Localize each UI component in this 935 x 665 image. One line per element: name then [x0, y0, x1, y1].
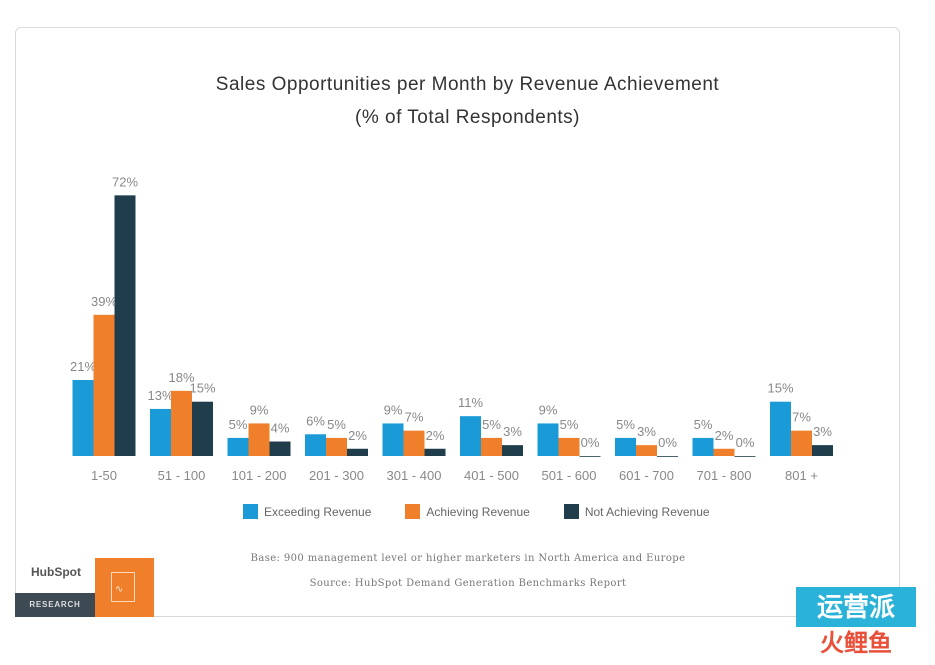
bar-achieving-revenue-401-500 [481, 437, 502, 456]
research-badge: RESEARCH [15, 593, 95, 617]
bar-achieving-revenue-601-700 [636, 445, 657, 456]
data-label-not-achieving-revenue-701-800: 0% [736, 435, 755, 450]
chart-title: Sales Opportunities per Month by Revenue… [215, 74, 720, 95]
data-label-exceeding-revenue-701-800: 5% [694, 417, 713, 432]
x-tick-label-601-700: 601 - 700 [619, 468, 674, 483]
bar-not-achieving-revenue-201-300 [347, 448, 368, 456]
chart-subtitle: (% of Total Respondents) [355, 107, 580, 128]
data-label-exceeding-revenue-801: 15% [767, 381, 793, 396]
bar-exceeding-revenue-501-600 [537, 423, 559, 456]
data-label-achieving-revenue-801: 7% [792, 410, 811, 425]
bar-not-achieving-revenue-301-400 [424, 448, 446, 456]
data-label-achieving-revenue-601-700: 3% [637, 424, 656, 439]
bar-achieving-revenue-51-100 [171, 390, 192, 456]
data-label-exceeding-revenue-201-300: 6% [306, 413, 325, 428]
data-label-achieving-revenue-501-600: 5% [560, 417, 579, 432]
legend-swatch-exceeding [243, 504, 258, 519]
bar-achieving-revenue-501-600 [558, 437, 580, 456]
data-label-achieving-revenue-101-200: 9% [250, 402, 269, 417]
data-label-exceeding-revenue-401-500: 11% [458, 395, 483, 410]
bar-not-achieving-revenue-701-800 [734, 456, 756, 457]
wave-icon: ∿ [115, 584, 124, 595]
bar-achieving-revenue-201-300 [326, 437, 347, 456]
bar-exceeding-revenue-601-700 [615, 437, 636, 456]
hubspot-logo: HubSpot [31, 565, 81, 579]
legend-label-exceeding: Exceeding Revenue [264, 504, 372, 519]
data-label-not-achieving-revenue-301-400: 2% [426, 428, 445, 443]
bar-not-achieving-revenue-601-700 [657, 456, 678, 457]
data-label-exceeding-revenue-51-100: 13% [147, 388, 173, 403]
legend-item-achieving: Achieving Revenue [405, 504, 530, 519]
legend-swatch-achieving [405, 504, 421, 519]
data-label-not-achieving-revenue-101-200: 4% [271, 421, 290, 436]
x-tick-label-701-800: 701 - 800 [697, 468, 752, 483]
data-label-not-achieving-revenue-801: 3% [813, 424, 832, 439]
x-tick-label-501-600: 501 - 600 [542, 468, 597, 483]
x-tick-label-301-400: 301 - 400 [387, 468, 442, 483]
data-label-not-achieving-revenue-601-700: 0% [658, 435, 677, 450]
chart-legend: Exceeding Revenue Achieving Revenue Not … [243, 504, 744, 519]
data-label-exceeding-revenue-601-700: 5% [616, 417, 635, 432]
data-label-not-achieving-revenue-501-600: 0% [581, 435, 600, 450]
data-label-exceeding-revenue-301-400: 9% [384, 402, 403, 417]
bar-not-achieving-revenue-101-200 [269, 441, 291, 456]
data-label-achieving-revenue-51-100: 18% [168, 370, 194, 385]
data-label-not-achieving-revenue-201-300: 2% [348, 428, 367, 443]
bar-not-achieving-revenue-51-100 [192, 401, 213, 456]
legend-item-not-achieving: Not Achieving Revenue [563, 504, 710, 519]
bar-exceeding-revenue-101-200 [227, 437, 249, 456]
legend-swatch-not-achieving [563, 504, 579, 519]
data-label-not-achieving-revenue-1-50: 72% [112, 174, 138, 189]
bar-exceeding-revenue-201-300 [305, 434, 326, 456]
bar-achieving-revenue-101-200 [248, 423, 270, 456]
bar-exceeding-revenue-401-500 [460, 416, 481, 456]
data-label-not-achieving-revenue-401-500: 3% [503, 424, 522, 439]
watermark-top-text: 运营派 [796, 587, 916, 627]
watermark-bottom-text: 火鲤鱼 [820, 630, 892, 657]
x-tick-label-101-200: 101 - 200 [232, 468, 287, 483]
base-footnote: Base: 900 management level or higher mar… [250, 553, 686, 564]
data-label-exceeding-revenue-1-50: 21% [70, 359, 96, 374]
bar-not-achieving-revenue-401-500 [502, 445, 523, 456]
x-tick-label-801: 801 + [785, 468, 818, 483]
bar-achieving-revenue-701-800 [713, 448, 735, 456]
bar-exceeding-revenue-51-100 [150, 408, 171, 456]
watermark-logo: 运营派 火鲤鱼 [796, 587, 916, 661]
chart-card [15, 27, 900, 617]
bar-not-achieving-revenue-501-600 [579, 456, 601, 457]
legend-label-not-achieving: Not Achieving Revenue [584, 504, 710, 519]
bar-not-achieving-revenue-801 [812, 445, 833, 456]
data-label-achieving-revenue-401-500: 5% [482, 417, 501, 432]
legend-item-exceeding: Exceeding Revenue [243, 504, 371, 519]
data-label-achieving-revenue-1-50: 39% [91, 294, 117, 309]
legend-label-achieving: Achieving Revenue [426, 504, 530, 519]
bar-exceeding-revenue-1-50 [72, 379, 94, 456]
data-label-achieving-revenue-701-800: 2% [715, 428, 734, 443]
data-label-achieving-revenue-201-300: 5% [327, 417, 346, 432]
data-label-exceeding-revenue-501-600: 9% [539, 402, 558, 417]
source-footnote: Source: HubSpot Demand Generation Benchm… [309, 578, 627, 589]
bar-achieving-revenue-301-400 [403, 430, 425, 456]
bar-achieving-revenue-1-50 [93, 314, 115, 456]
bar-not-achieving-revenue-1-50 [114, 195, 136, 457]
data-label-achieving-revenue-301-400: 7% [405, 410, 424, 425]
x-tick-label-401-500: 401 - 500 [464, 468, 519, 483]
bar-exceeding-revenue-701-800 [692, 437, 714, 456]
data-label-not-achieving-revenue-51-100: 15% [189, 381, 215, 396]
clipboard-icon: ∿ [111, 572, 135, 602]
bar-exceeding-revenue-301-400 [382, 423, 404, 456]
bar-achieving-revenue-801 [791, 430, 812, 456]
x-tick-label-1-50: 1-50 [91, 468, 117, 483]
x-tick-label-51-100: 51 - 100 [158, 468, 206, 483]
research-report-icon: ∿ [95, 558, 154, 617]
bar-exceeding-revenue-801 [770, 401, 791, 456]
data-label-exceeding-revenue-101-200: 5% [229, 417, 248, 432]
x-tick-label-201-300: 201 - 300 [309, 468, 364, 483]
